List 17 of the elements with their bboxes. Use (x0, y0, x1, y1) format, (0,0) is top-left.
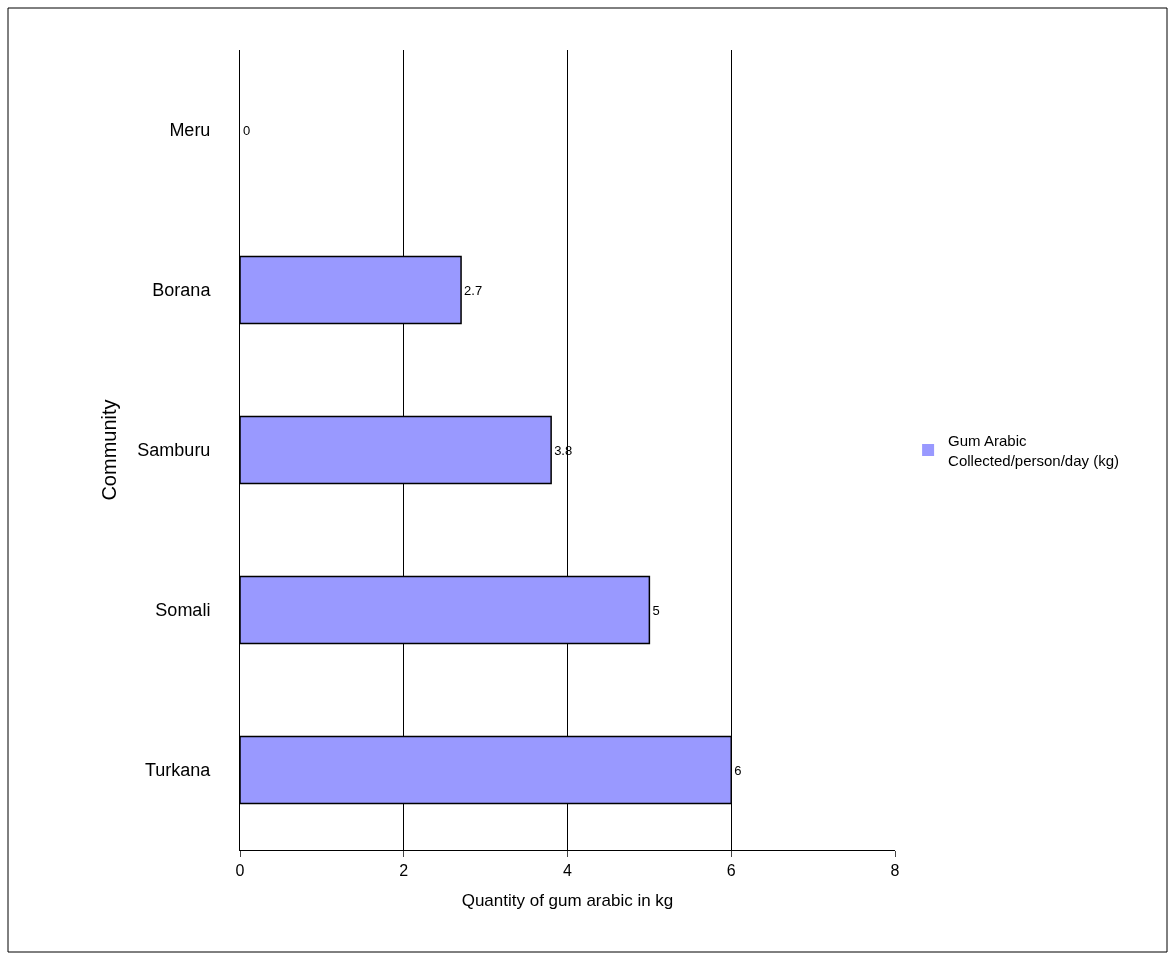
data-label: 6 (734, 762, 742, 778)
y-axis-title: Community (97, 399, 120, 501)
x-tick-label: 2 (399, 862, 409, 880)
data-label: 2.7 (464, 282, 483, 298)
x-tick-label: 0 (235, 862, 245, 880)
y-tick-label: Meru (169, 120, 211, 141)
y-tick-label: Turkana (145, 760, 212, 781)
x-tick-label: 8 (890, 862, 900, 880)
data-label: 5 (652, 602, 660, 618)
x-axis-title: Quantity of gum arabic in kg (461, 890, 674, 910)
x-tick-label: 4 (563, 862, 573, 880)
x-tick-label: 6 (726, 862, 736, 880)
data-label: 0 (243, 122, 251, 138)
y-tick-label: Somali (155, 600, 211, 621)
legend-label: Gum Arabic Collected/person/day (kg) (948, 432, 1120, 469)
y-tick-label: Borana (152, 280, 212, 301)
y-tick-label: Samburu (137, 440, 211, 461)
